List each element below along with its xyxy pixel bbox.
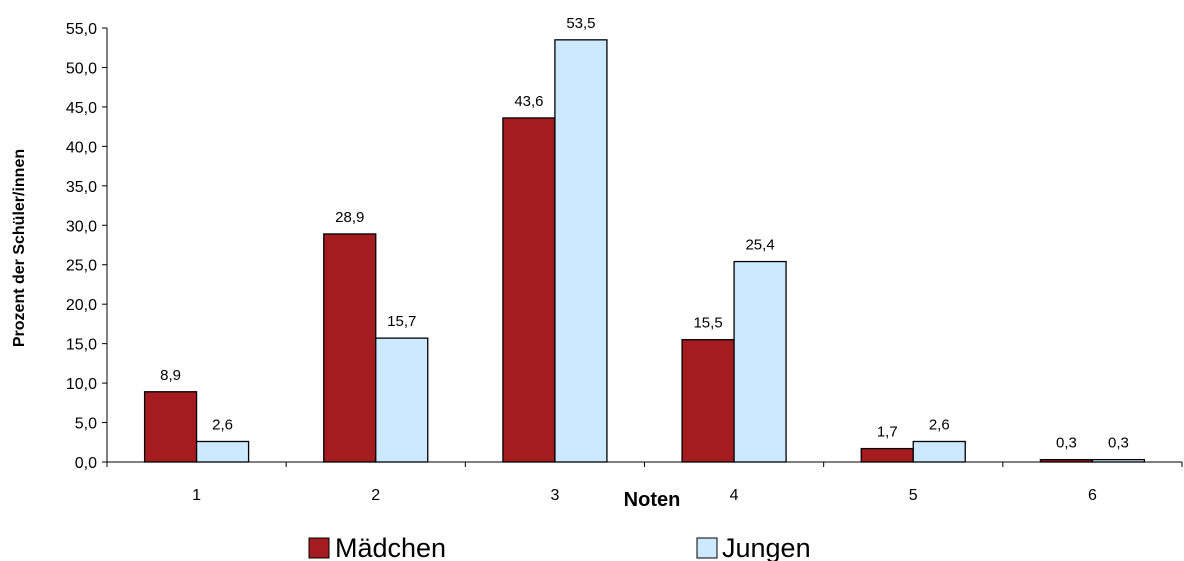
bar-maedchen (143, 391, 198, 463)
data-label: 2,6 (929, 416, 950, 433)
y-tick-label: 35,0 (66, 179, 97, 196)
y-tick-label: 10,0 (66, 376, 97, 393)
legend: Mädchen Jungen (308, 533, 811, 561)
legend-label-maedchen: Mädchen (335, 533, 446, 561)
bar-jungen (195, 440, 250, 463)
legend-swatch-maedchen (308, 537, 330, 559)
data-label: 15,7 (387, 313, 416, 330)
y-tick-label: 0,0 (75, 455, 97, 472)
x-tick-label: 4 (730, 487, 739, 504)
y-tick-label: 15,0 (66, 337, 97, 354)
bar-jungen (912, 440, 966, 463)
bar-jungen (554, 39, 608, 463)
data-label: 0,3 (1056, 435, 1077, 452)
bar-jungen (375, 337, 429, 463)
data-label: 2,6 (212, 416, 233, 433)
y-tick-label: 45,0 (66, 100, 97, 117)
legend-label-jungen: Jungen (722, 533, 811, 561)
data-label: 53,5 (566, 15, 595, 32)
bar-jungen (733, 260, 787, 463)
x-tick-label: 5 (909, 487, 918, 504)
y-tick-label: 40,0 (66, 139, 97, 156)
y-tick-label: 25,0 (66, 258, 97, 275)
y-tick-label: 55,0 (66, 21, 97, 38)
x-axis-title: Noten (624, 489, 681, 511)
data-label: 8,9 (160, 367, 181, 384)
data-labels: 8,9 28,9 43,6 15,5 1,7 0,3 2,6 15,7 53,5 25,4 2,6 0… (160, 15, 1129, 452)
x-tick-label: 3 (550, 487, 559, 504)
y-tick-label: 20,0 (66, 297, 97, 314)
y-tick-label: 5,0 (75, 416, 97, 433)
y-tick-label: 30,0 (66, 218, 97, 235)
x-axis-ticks: 1 2 3 4 5 6 (106, 462, 1183, 504)
data-label: 15,5 (693, 315, 722, 332)
bar-maedchen (323, 233, 377, 463)
legend-swatch-jungen (696, 537, 718, 559)
bars (143, 39, 1146, 463)
bar-maedchen (502, 117, 556, 463)
data-label: 28,9 (335, 209, 364, 226)
data-label: 25,4 (745, 237, 774, 254)
data-label: 43,6 (514, 93, 543, 110)
x-tick-label: 1 (192, 487, 201, 504)
x-tick-label: 2 (371, 487, 380, 504)
x-tick-label: 6 (1088, 487, 1097, 504)
y-axis-title: Prozent der Schüler/innen (11, 149, 28, 347)
y-axis-ticks: 0,0 5,0 10,0 15,0 20,0 25,0 30,0 35,0 40,0 45,0 50… (66, 21, 107, 472)
data-label: 1,7 (877, 424, 898, 441)
bar-maedchen (681, 339, 735, 463)
data-label: 0,3 (1108, 435, 1129, 452)
bar-maedchen (860, 447, 914, 463)
y-tick-label: 50,0 (66, 60, 97, 77)
